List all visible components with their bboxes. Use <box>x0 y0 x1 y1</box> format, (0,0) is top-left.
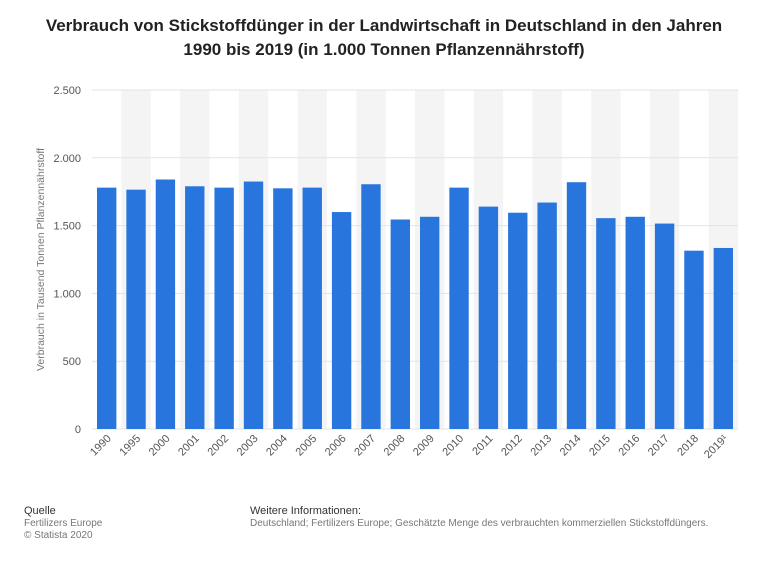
bar-2012 <box>508 212 528 429</box>
x-tick-label: 2004 <box>264 433 290 459</box>
x-tick-label: 2008 <box>382 433 408 459</box>
y-tick-label: 1.500 <box>53 221 81 233</box>
x-tick-label: 2011 <box>470 433 495 458</box>
bar-2017 <box>654 223 675 429</box>
bar-2008 <box>390 219 411 429</box>
bar-2007 <box>361 184 381 429</box>
bar-2002 <box>214 187 234 429</box>
x-tick-label: 2016 <box>617 433 643 459</box>
bar-chart: 0 500 1.000 1.500 2.000 2.500 Verbrauch in Tau… <box>35 85 738 461</box>
info-heading: Weitere Informationen: <box>250 505 362 517</box>
x-tick-label: 2003 <box>235 433 261 459</box>
x-tick-label: 2015 <box>587 433 613 459</box>
x-tick-label: 2014 <box>558 433 584 459</box>
bar-2009 <box>419 216 440 429</box>
bar-2006 <box>331 212 352 429</box>
bar-1990 <box>96 187 117 429</box>
x-tick-label: 2007 <box>352 433 378 459</box>
bar-2014 <box>566 182 587 429</box>
x-tick-label: 2001 <box>176 433 202 459</box>
bar-2013 <box>537 202 557 429</box>
bar-2003 <box>243 181 264 429</box>
info-text: Deutschland; Fertilizers Europe; Geschät… <box>250 518 709 529</box>
x-tick-label: 2000 <box>147 433 173 459</box>
x-tick-label: 2012 <box>499 433 525 459</box>
chart-title: Verbrauch von Stickstoffdünger in der La… <box>0 14 768 62</box>
bar-1995 <box>126 189 146 429</box>
x-tick-label: 2005 <box>294 433 320 459</box>
source-block: Quelle Fertilizers Europe © Statista 202… <box>24 505 102 542</box>
x-tick-label: 1995 <box>117 433 143 459</box>
y-tick-label: 0 <box>75 424 81 436</box>
y-tick-label: 2.000 <box>53 153 81 165</box>
source-heading: Quelle <box>24 505 56 517</box>
x-tick-label: 1990 <box>88 433 114 459</box>
bar-2019¹ <box>713 247 734 429</box>
y-tick-label: 1.000 <box>53 288 81 300</box>
source-line-publisher: Fertilizers Europe <box>24 518 103 529</box>
bar-2004 <box>273 188 293 429</box>
bar-2011 <box>478 206 499 429</box>
bar-2016 <box>625 216 645 429</box>
bar-2018 <box>684 250 704 429</box>
bar-2015 <box>596 218 616 429</box>
bar-2005 <box>302 187 322 429</box>
x-tick-label: 2009 <box>411 433 437 459</box>
chart-title-line-1: Verbrauch von Stickstoffdünger in der La… <box>45 16 723 35</box>
x-tick-label: 2002 <box>205 433 231 459</box>
y-tick-label: 500 <box>63 356 81 368</box>
x-tick-label: 2019¹ <box>702 432 731 461</box>
info-block: Weitere Informationen: Deutschland; Fert… <box>250 505 760 530</box>
x-tick-label: 2013 <box>528 433 554 459</box>
chart-title-line-2: 1990 bis 2019 (in 1.000 Tonnen Pflanzenn… <box>183 40 585 59</box>
x-tick-label: 2010 <box>440 433 466 459</box>
bar-2001 <box>185 186 205 429</box>
x-tick-label: 2018 <box>675 433 701 459</box>
bar-2010 <box>449 187 469 429</box>
source-line-copyright: © Statista 2020 <box>24 530 93 541</box>
bar-2000 <box>155 179 176 429</box>
y-tick-label: 2.500 <box>53 85 81 97</box>
x-tick-label: 2006 <box>323 433 349 459</box>
x-tick-label: 2017 <box>646 433 672 459</box>
y-axis-title: Verbrauch in Tausend Tonnen Pflanzennähr… <box>35 148 47 371</box>
